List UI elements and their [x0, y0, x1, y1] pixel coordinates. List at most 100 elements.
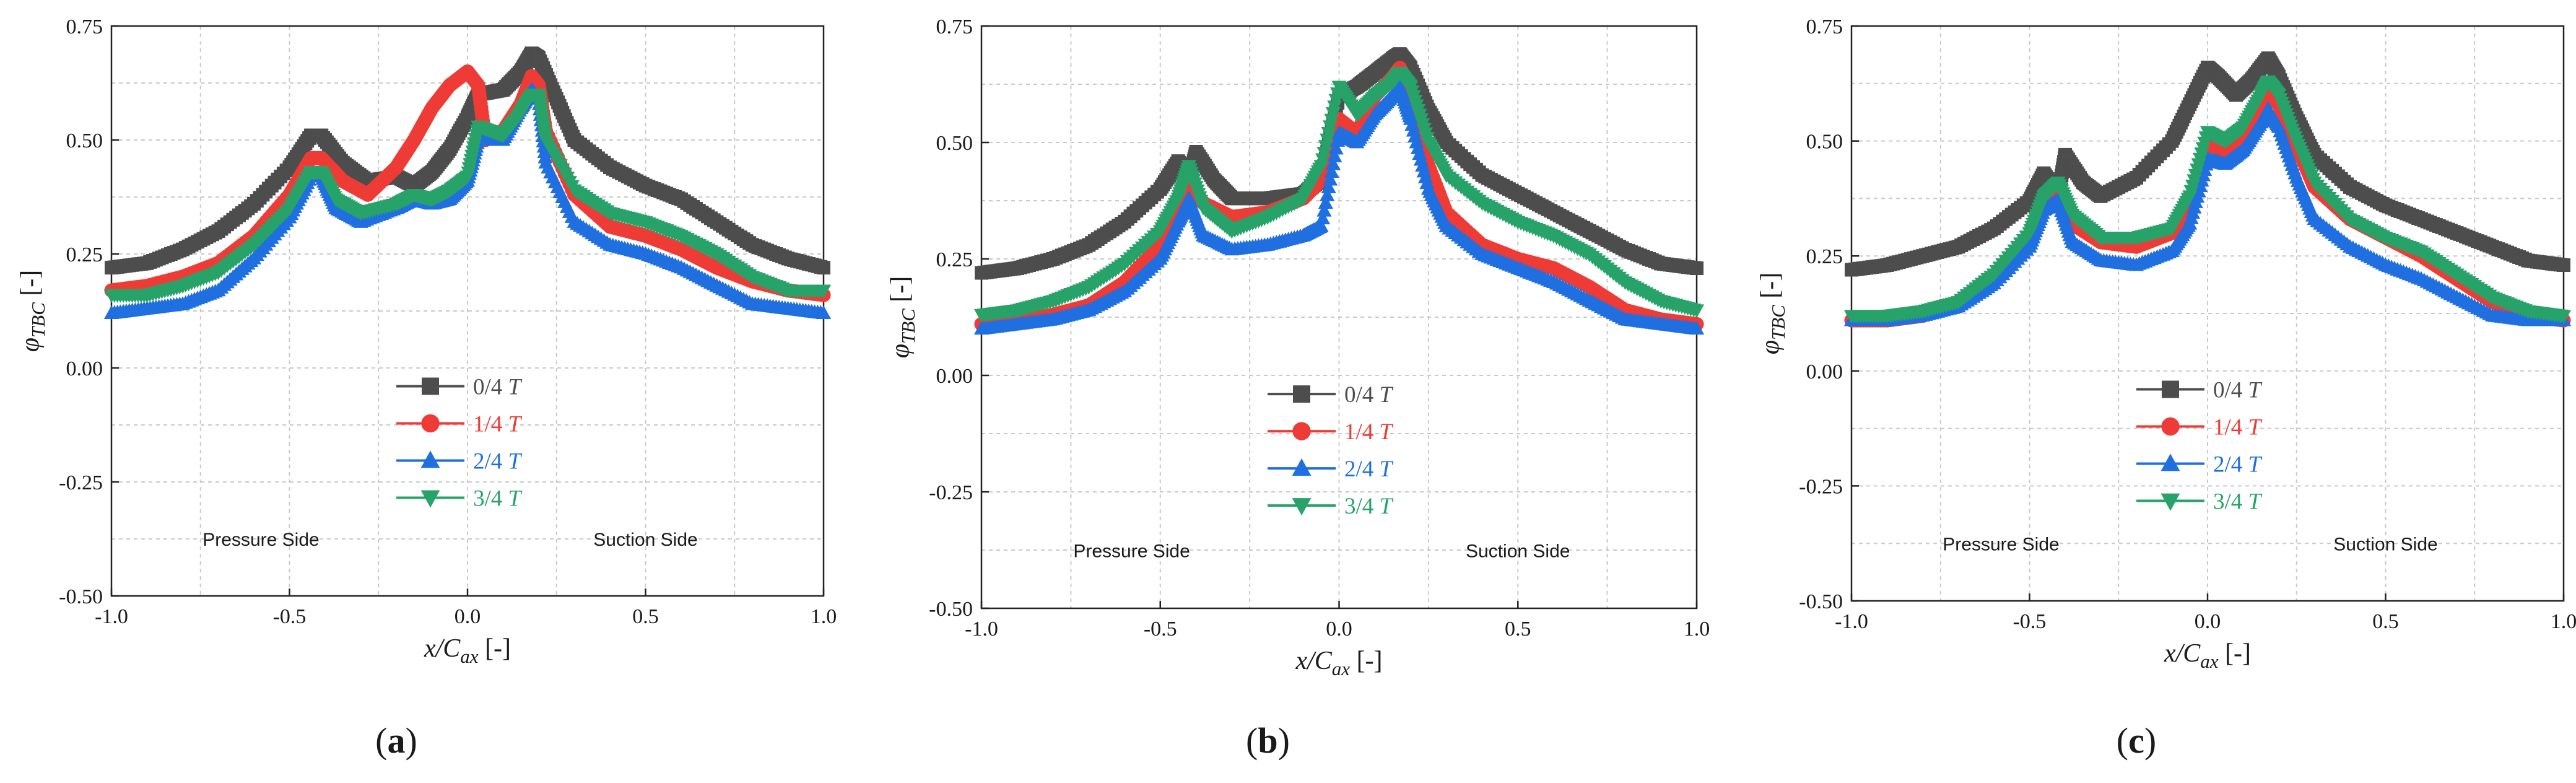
series-0-4-T: [105, 46, 830, 275]
data-point: [1318, 195, 1333, 209]
data-point: [1322, 120, 1338, 134]
legend-label: 0/4 T: [1344, 382, 1394, 408]
legend-marker: [2162, 380, 2179, 398]
suction-side-label: Suction Side: [593, 530, 697, 550]
data-point: [1328, 141, 1344, 155]
data-point: [1316, 203, 1332, 217]
legend: 0/4 T 1/4 T 2/4 T 3/4 T: [2136, 377, 2263, 514]
data-point: [1325, 107, 1341, 121]
data-point: [1328, 94, 1344, 108]
data-point: [1321, 126, 1336, 141]
legend-item: 3/4 T: [396, 486, 523, 511]
data-point: [1325, 156, 1341, 170]
y-tick-label: 0.50: [936, 132, 973, 155]
data-point: [2557, 258, 2570, 273]
x-axis-label: x/Cax [-]: [2164, 639, 2251, 672]
legend-label: 0/4 T: [473, 374, 523, 400]
x-tick-label: -0.5: [2013, 610, 2047, 633]
y-axis-label: φTBC [-]: [886, 276, 919, 359]
legend-item: 1/4 T: [2136, 414, 2263, 440]
data-point: [1315, 211, 1331, 225]
legend-marker: [2160, 453, 2180, 471]
data-point: [1313, 160, 1329, 174]
legend-item: 2/4 T: [2136, 452, 2263, 477]
data-point: [1320, 133, 1335, 147]
legend-label: 1/4 T: [1344, 419, 1394, 445]
legend-label: 3/4 T: [473, 486, 523, 511]
y-axis-label: φTBC [-]: [16, 270, 49, 352]
y-tick-label: 0.25: [66, 243, 103, 266]
x-axis-label: x/Cax [-]: [424, 634, 511, 667]
legend-marker: [420, 490, 440, 508]
legend-item: 0/4 T: [1268, 382, 1394, 408]
data-point: [816, 305, 832, 320]
chart-panel-a: -1.0 -0.5 0.0 0.5 1.0 0.75 0.50 0.25 0.00 -0.25 -0…: [16, 15, 837, 761]
y-tick-label: 0.25: [936, 248, 973, 271]
chart-panel-c: -1.0 -0.5 0.0 0.5 1.0 0.75 0.50 0.25 0.00 -0.25 -0…: [1756, 15, 2576, 761]
pressure-side-label: Pressure Side: [1073, 541, 1190, 561]
legend-marker: [1293, 385, 1310, 403]
legend-label: 3/4 T: [2213, 489, 2263, 514]
suction-side-label: Suction Side: [1466, 541, 1570, 561]
y-axis-label: φTBC [-]: [1756, 273, 1789, 355]
y-tick-label: 0.00: [936, 365, 973, 388]
y-tick-label: -0.50: [1799, 590, 1843, 613]
legend-marker: [2160, 493, 2180, 511]
panel-label: (a): [375, 720, 417, 761]
x-tick-label: 0.5: [632, 605, 659, 628]
legend-label: 0/4 T: [2213, 377, 2263, 403]
x-tick-label: 1.0: [1684, 618, 1710, 641]
x-tick-label: 0.5: [2372, 610, 2399, 633]
x-tick-label: 1.0: [2551, 610, 2576, 633]
x-tick-label: 0.5: [1505, 618, 1531, 641]
y-tick-label: 0.00: [1806, 361, 1843, 383]
data-point: [1689, 304, 1705, 318]
y-tick-label: -0.25: [929, 481, 973, 504]
legend-label: 1/4 T: [2213, 414, 2263, 440]
legend: 0/4 T 1/4 T 2/4 T 3/4 T: [396, 374, 523, 511]
x-tick-label: 0.0: [2195, 610, 2221, 633]
legend-label: 2/4 T: [2213, 452, 2263, 477]
legend-item: 3/4 T: [2136, 489, 2263, 514]
legend-marker: [1292, 458, 1312, 476]
x-tick-label: -1.0: [965, 618, 998, 641]
data-point: [2556, 310, 2572, 324]
data-point: [816, 284, 832, 299]
data-point: [1327, 148, 1342, 162]
y-tick-label: 0.75: [1806, 15, 1843, 38]
data-point: [1324, 164, 1339, 178]
data-point: [1315, 153, 1331, 167]
x-tick-label: -1.0: [95, 605, 128, 628]
legend-item: 1/4 T: [396, 411, 523, 437]
legend-item: 2/4 T: [1268, 457, 1394, 482]
series-2-4-T: [1843, 100, 2572, 326]
y-tick-label: -0.25: [59, 471, 103, 494]
x-tick-label: 0.0: [1326, 618, 1352, 641]
series-3-4-T: [103, 89, 832, 303]
legend-item: 0/4 T: [2136, 377, 2263, 403]
y-tick-label: 0.50: [66, 129, 103, 152]
legend-marker: [2161, 417, 2180, 436]
data-point: [1690, 261, 1704, 276]
legend-marker: [1292, 422, 1311, 440]
x-tick-label: -0.5: [1144, 618, 1177, 641]
data-point: [1689, 321, 1705, 335]
data-point: [1324, 113, 1339, 128]
legend-item: 1/4 T: [1268, 419, 1394, 445]
x-tick-label: 0.0: [455, 605, 481, 628]
chart-panel-b: -1.0 -0.5 0.0 0.5 1.0 0.75 0.50 0.25 0.00 -0.25 -0…: [886, 15, 1710, 761]
legend: 0/4 T 1/4 T 2/4 T 3/4 T: [1268, 382, 1394, 519]
data-point: [1313, 218, 1329, 232]
legend-label: 2/4 T: [473, 448, 523, 474]
legend-label: 3/4 T: [1344, 494, 1394, 519]
panel-label: (c): [2117, 720, 2156, 761]
data-point: [817, 261, 830, 275]
legend-marker: [1292, 498, 1312, 516]
pressure-side-label: Pressure Side: [1943, 534, 2059, 554]
y-tick-label: 0.50: [1806, 131, 1843, 154]
legend-item: 2/4 T: [396, 448, 523, 474]
legend-marker: [422, 377, 439, 395]
x-tick-label: 1.0: [811, 605, 837, 628]
legend-item: 3/4 T: [1268, 494, 1394, 519]
